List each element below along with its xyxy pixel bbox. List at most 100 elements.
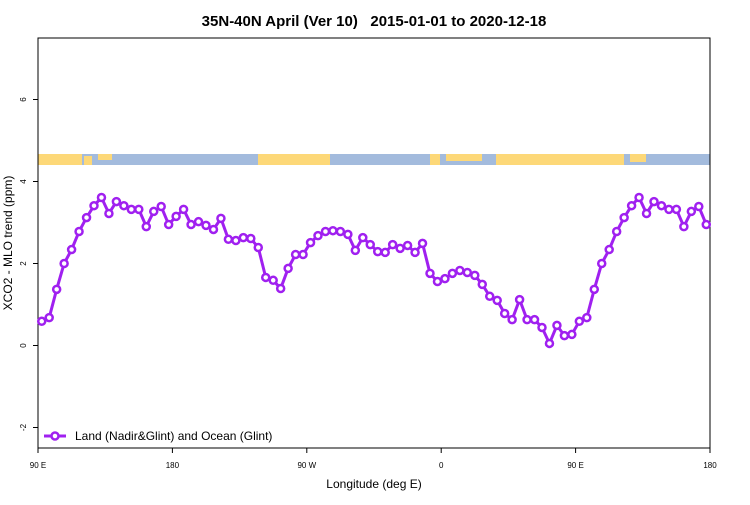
point [664, 204, 674, 215]
point [619, 212, 629, 223]
point [514, 294, 525, 305]
point [387, 239, 398, 250]
point [119, 200, 129, 211]
point [649, 196, 659, 207]
x-tick-label: 90 W [297, 461, 316, 470]
point [365, 239, 376, 250]
point [178, 204, 189, 215]
point [440, 273, 450, 284]
y-axis-label: XCO2 - MLO trend (ppm) [1, 176, 15, 311]
y-tick-label: 4 [19, 179, 28, 184]
point [537, 322, 547, 333]
point [89, 200, 99, 211]
point [417, 238, 428, 249]
point [552, 320, 562, 331]
point [559, 330, 570, 341]
point [596, 258, 607, 269]
point [492, 295, 502, 306]
point [260, 272, 271, 283]
x-tick-label: 0 [439, 461, 444, 470]
point [432, 276, 443, 287]
point [44, 312, 54, 323]
point [216, 213, 226, 224]
point [694, 201, 704, 212]
x-tick-label: 90 E [567, 461, 583, 470]
legend-label: Land (Nadir&Glint) and Ocean (Glint) [75, 429, 272, 443]
point [81, 212, 92, 223]
point [141, 221, 152, 232]
point [328, 225, 338, 236]
y-tick-label: 0 [19, 343, 28, 348]
point [148, 206, 159, 217]
point [447, 268, 458, 279]
point [223, 234, 234, 245]
chart-title: 35N-40N April (Ver 10) 2015-01-01 to 202… [202, 13, 547, 30]
point [425, 268, 435, 279]
point [335, 226, 346, 237]
point [641, 208, 652, 219]
series-line [41, 194, 708, 348]
point [656, 200, 667, 211]
point [567, 329, 577, 340]
point [208, 224, 219, 235]
point [156, 201, 166, 212]
point [313, 230, 323, 241]
point [701, 219, 712, 230]
point [193, 216, 204, 227]
point [74, 226, 84, 237]
point [462, 267, 473, 278]
point [171, 211, 181, 222]
point [522, 314, 532, 325]
point [290, 249, 301, 260]
point [298, 249, 308, 260]
point [201, 220, 211, 231]
point [358, 232, 368, 243]
point [283, 263, 293, 274]
point [679, 221, 689, 232]
point [305, 237, 316, 248]
point [626, 200, 637, 211]
y-tick-label: 6 [19, 97, 28, 102]
point [634, 192, 644, 203]
point [66, 244, 77, 255]
land-ocean-strip [38, 154, 710, 165]
plot-frame [37, 37, 711, 449]
point [372, 246, 383, 257]
point [275, 283, 286, 294]
point [111, 196, 122, 207]
point [186, 219, 196, 230]
point [126, 204, 137, 215]
point [96, 192, 107, 203]
point [51, 284, 62, 295]
point [163, 219, 174, 230]
point [134, 204, 144, 215]
point [268, 275, 278, 286]
point [611, 226, 622, 237]
point [544, 338, 555, 349]
point [238, 232, 249, 243]
point [231, 235, 241, 246]
point [104, 208, 114, 219]
point [604, 244, 614, 255]
y-tick-label: -2 [19, 423, 28, 431]
point [671, 204, 682, 215]
x-axis-label: Longitude (deg E) [326, 477, 421, 491]
legend-marker [50, 431, 60, 441]
point [582, 312, 592, 323]
point [36, 316, 47, 327]
x-tick-label: 90 E [30, 461, 46, 470]
point [59, 258, 69, 269]
point [380, 247, 390, 258]
x-tick-label: 180 [166, 461, 180, 470]
x-tick-label: 180 [703, 461, 717, 470]
point [686, 206, 697, 217]
point [499, 308, 510, 319]
point [484, 291, 495, 302]
point [589, 284, 600, 295]
point [343, 229, 353, 240]
point [529, 314, 540, 325]
point [395, 243, 405, 254]
point [320, 226, 331, 237]
point [507, 314, 517, 325]
